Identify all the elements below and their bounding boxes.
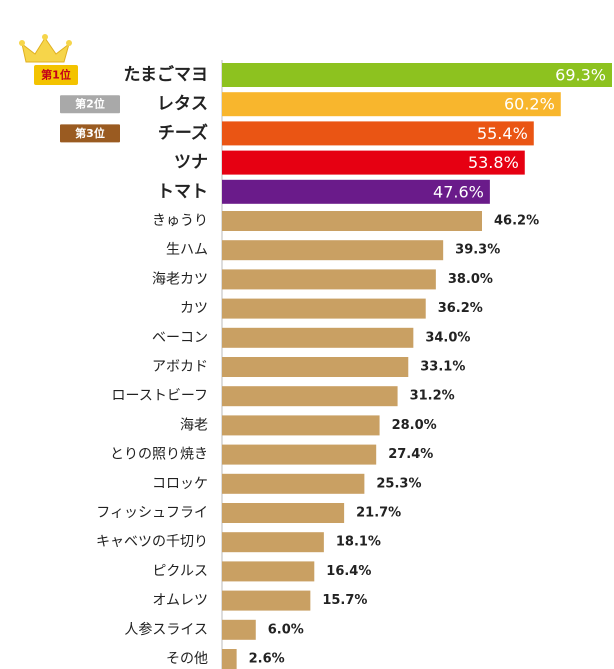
bar-15 xyxy=(222,473,365,494)
value-label-2: 60.2% xyxy=(504,95,555,114)
bar-11 xyxy=(222,357,409,377)
category-label-14: とりの照り焼き xyxy=(110,447,208,463)
value-label-20: 6.0% xyxy=(268,622,304,637)
category-label-5: トマト xyxy=(157,182,208,202)
value-label-19: 15.7% xyxy=(322,593,367,608)
value-label-7: 39.3% xyxy=(455,243,500,258)
category-label-9: カツ xyxy=(180,301,208,317)
value-label-14: 27.4% xyxy=(388,447,433,462)
value-label-15: 25.3% xyxy=(376,476,421,491)
bar-9 xyxy=(222,298,426,319)
bar-16 xyxy=(222,503,345,523)
value-label-11: 33.1% xyxy=(420,360,465,375)
category-label-4: ツナ xyxy=(174,153,208,173)
category-label-2: レタス xyxy=(157,94,208,114)
value-label-1: 69.3% xyxy=(555,66,606,85)
bar-12 xyxy=(222,386,398,407)
category-label-7: 生ハム xyxy=(166,242,208,258)
crown-icon xyxy=(19,34,72,63)
bar-17 xyxy=(222,532,324,553)
value-label-12: 31.2% xyxy=(410,389,455,404)
value-label-16: 21.7% xyxy=(356,506,401,521)
bar-19 xyxy=(222,590,311,611)
bar-5 xyxy=(222,179,490,204)
bar-13 xyxy=(222,415,380,436)
bar-21 xyxy=(222,649,237,669)
category-label-16: フィッシュフライ xyxy=(96,505,208,521)
rank-badge-3: 第3位 xyxy=(60,124,120,143)
value-label-6: 46.2% xyxy=(494,214,539,229)
bar-7 xyxy=(222,240,444,261)
category-label-11: アボカド xyxy=(152,359,208,375)
value-label-13: 28.0% xyxy=(392,418,437,433)
category-label-15: コロッケ xyxy=(152,476,208,492)
value-label-3: 55.4% xyxy=(477,124,528,143)
bar-20 xyxy=(222,619,256,640)
category-label-19: オムレツ xyxy=(152,593,208,609)
svg-text:第3位: 第3位 xyxy=(75,126,105,140)
category-label-20: 人参スライス xyxy=(124,621,208,638)
rank-badge-2: 第2位 xyxy=(60,95,120,114)
value-label-21: 2.6% xyxy=(249,652,285,667)
category-label-18: ピクルス xyxy=(152,563,208,579)
category-label-13: 海老 xyxy=(180,417,208,433)
value-label-17: 18.1% xyxy=(336,535,381,550)
category-label-17: キャベツの千切り xyxy=(96,534,208,550)
value-label-9: 36.2% xyxy=(438,301,483,316)
svg-text:第2位: 第2位 xyxy=(75,97,105,111)
bar-4 xyxy=(222,150,525,175)
value-label-4: 53.8% xyxy=(468,153,519,172)
bar-14 xyxy=(222,444,377,465)
bar-8 xyxy=(222,269,436,290)
category-label-3: チーズ xyxy=(158,122,208,143)
category-label-21: その他 xyxy=(166,651,208,667)
value-label-5: 47.6% xyxy=(433,182,484,201)
category-label-1: たまごマヨ xyxy=(124,64,209,85)
bar-1 xyxy=(222,63,612,87)
svg-text:第1位: 第1位 xyxy=(41,68,71,82)
category-label-10: ベーコン xyxy=(152,330,208,346)
bar-10 xyxy=(222,327,414,348)
category-label-8: 海老カツ xyxy=(152,271,208,287)
value-label-10: 34.0% xyxy=(425,330,470,345)
rank-badge-1: 第1位 xyxy=(34,65,78,85)
value-label-18: 16.4% xyxy=(326,564,371,579)
bar-3 xyxy=(222,121,534,146)
bar-2 xyxy=(222,92,561,117)
category-label-12: ローストビーフ xyxy=(112,388,208,404)
bar-6 xyxy=(222,211,482,231)
bar-18 xyxy=(222,561,315,582)
value-label-8: 38.0% xyxy=(448,272,493,287)
category-label-6: きゅうり xyxy=(152,213,208,229)
